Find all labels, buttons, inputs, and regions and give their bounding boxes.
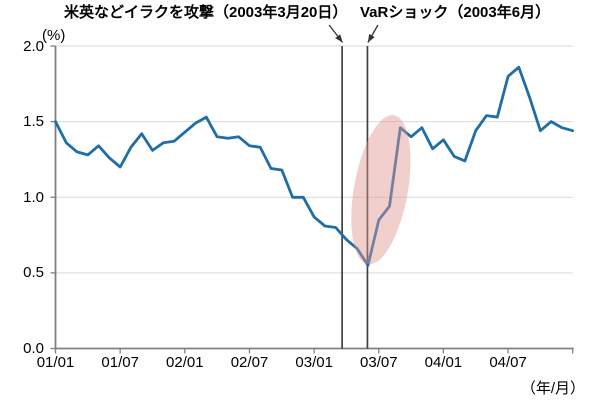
x-tick-label-03-01: 03/01: [295, 354, 333, 371]
x-axis-unit-label: （年/月）: [520, 380, 585, 397]
x-tick-label-03-07: 03/07: [360, 354, 398, 371]
x-tick-label-02-07: 02/07: [230, 354, 269, 371]
x-tick-label-02-01: 02/01: [166, 354, 204, 371]
y-tick-label-0.5: 0.5: [23, 264, 44, 282]
annotation-arrow-var-shock-head: [367, 33, 375, 43]
y-tick-label-1.0: 1.0: [23, 188, 44, 206]
annotation-arrow-iraq-attack-head: [335, 34, 343, 43]
y-tick-label-1.5: 1.5: [23, 113, 44, 131]
annotation-var-shock-label: VaRショック（2003年6月）: [360, 4, 551, 21]
x-tick-label-04-01: 04/01: [424, 354, 463, 371]
series-line-jgb-yield: [54, 65, 575, 267]
highlight-ellipse-var-shock: [351, 115, 411, 265]
x-tick-label-01-07: 01/07: [101, 354, 139, 371]
x-tick-label-04-07: 04/07: [489, 354, 527, 371]
annotation-iraq-attack-label: 米英などイラクを攻撃（2003年3月20日）: [64, 4, 348, 21]
y-tick-label-0.0: 0.0: [23, 340, 44, 357]
y-tick-label-2.0: 2.0: [23, 37, 44, 55]
x-tick-label-01-01: 01/01: [36, 354, 75, 371]
y-axis-unit-label: (%): [42, 27, 66, 44]
